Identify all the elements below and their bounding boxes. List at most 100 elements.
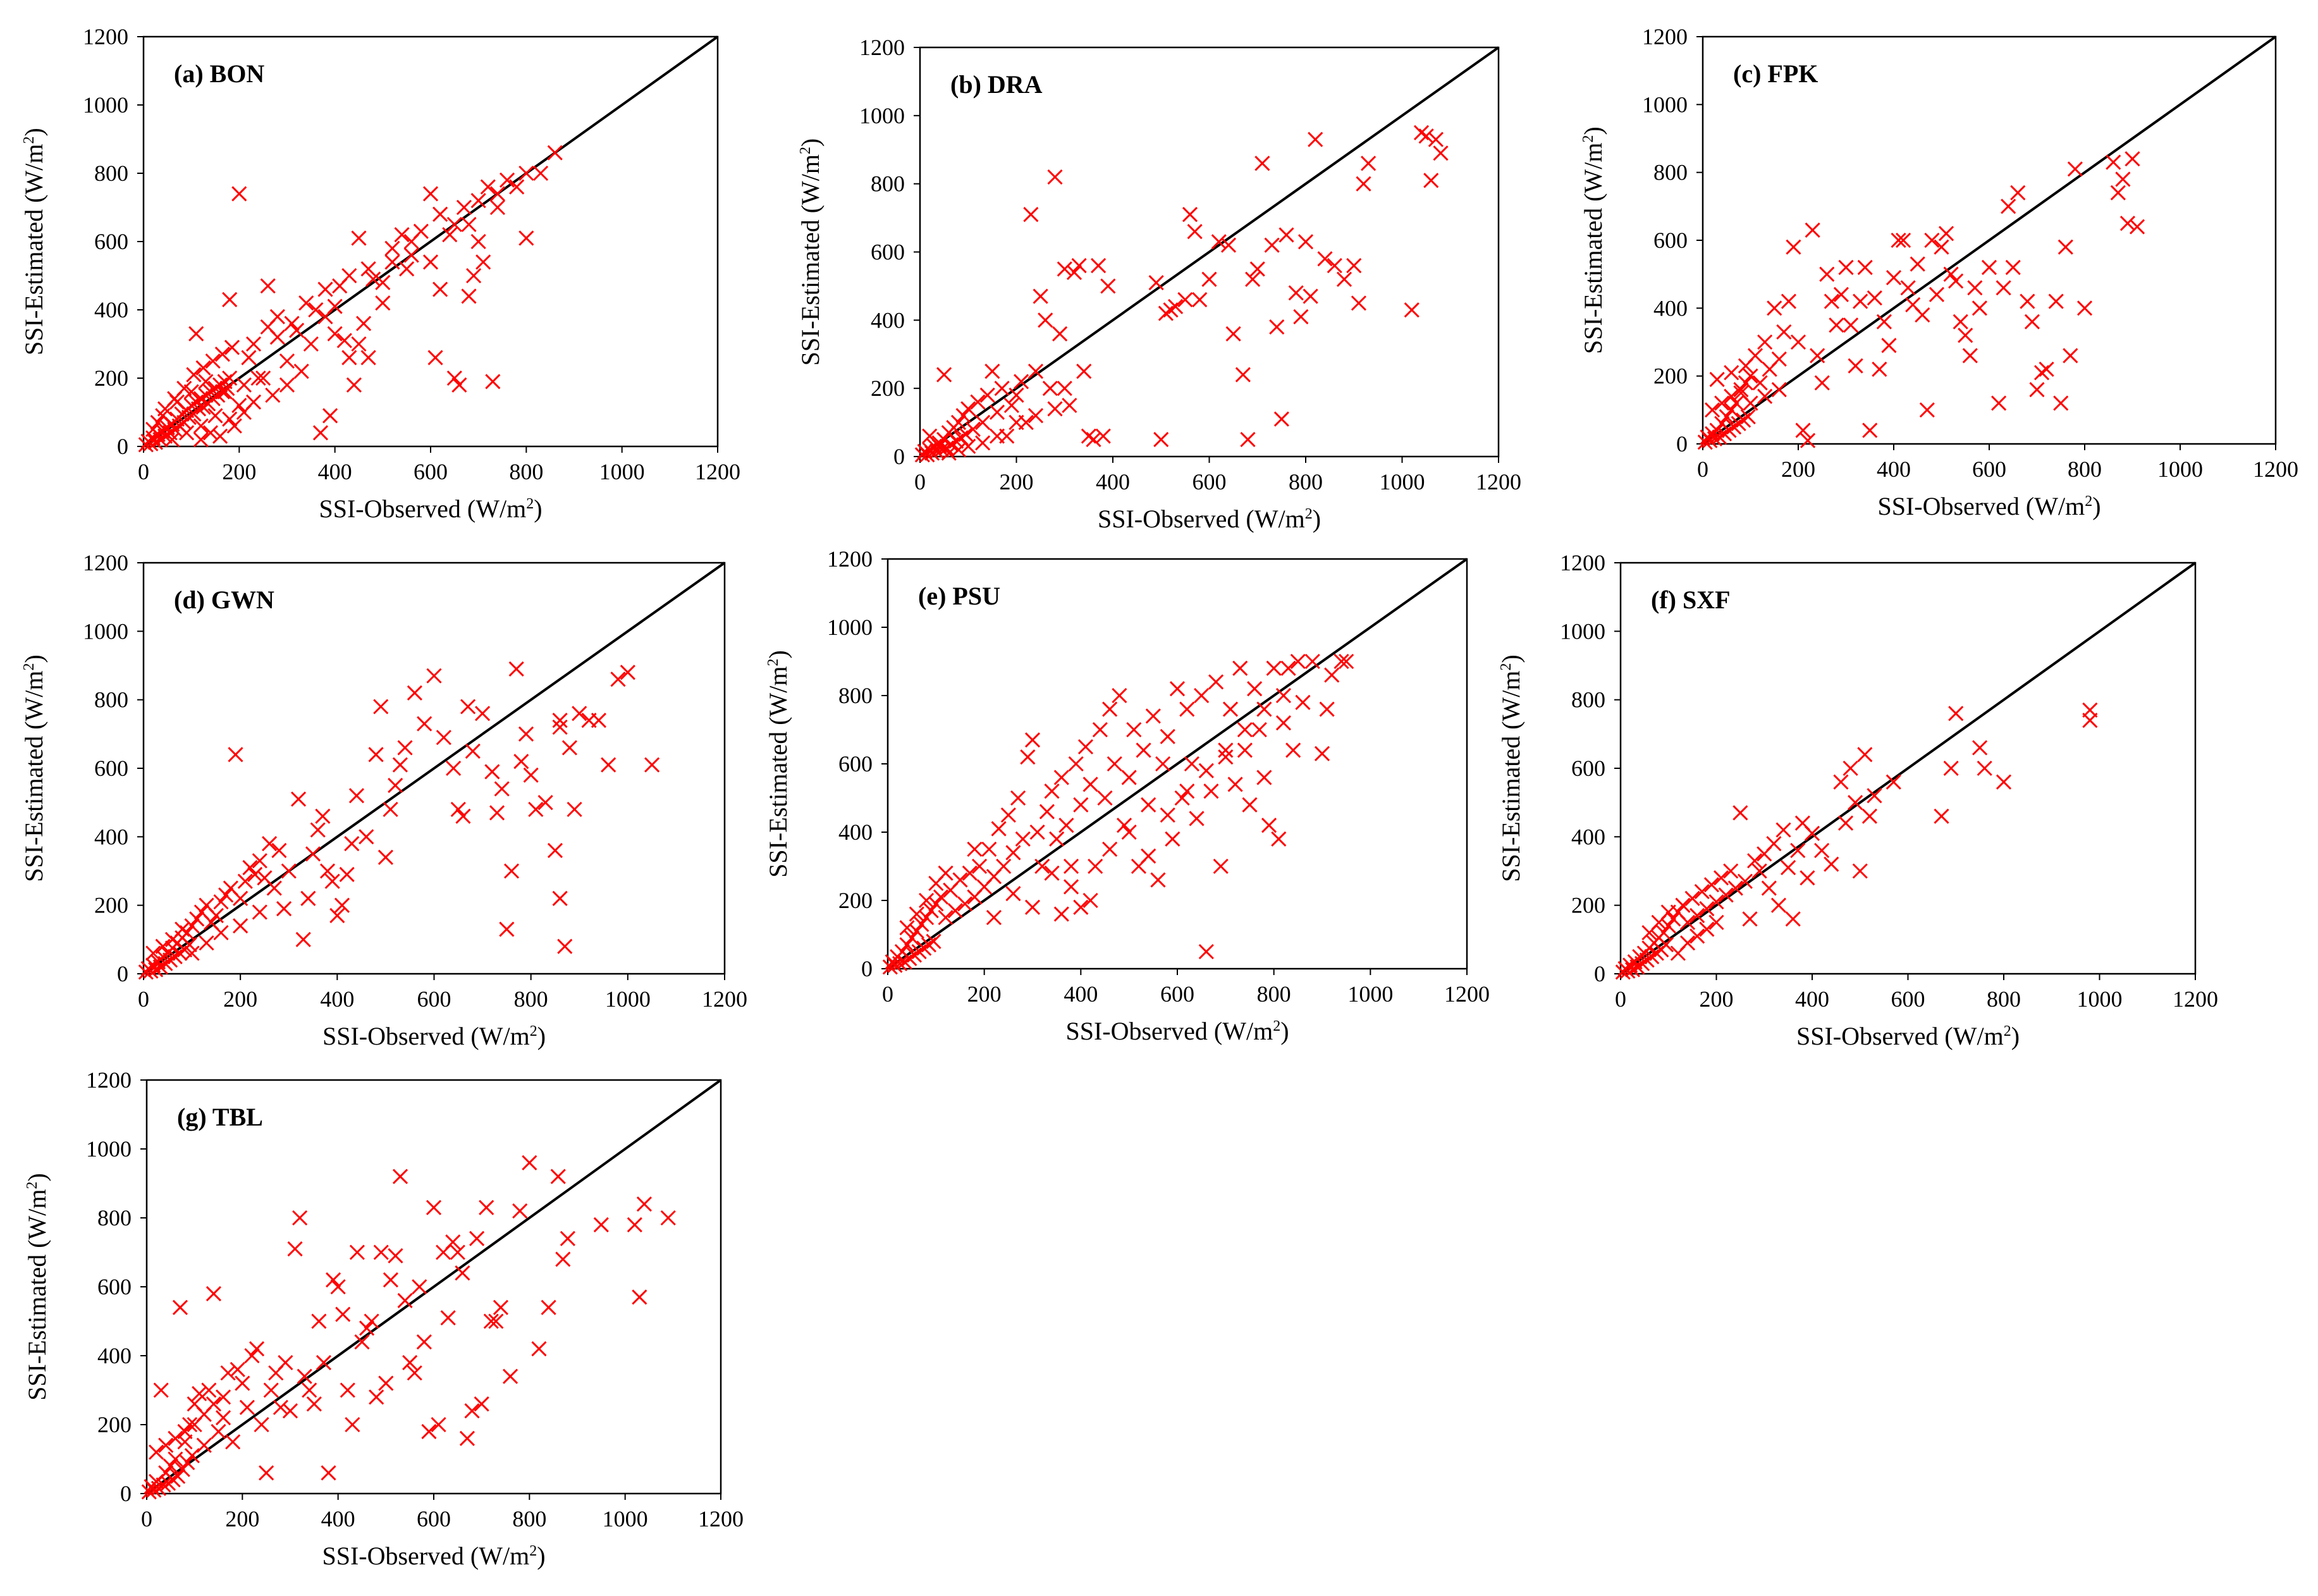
data-point [1000, 807, 1016, 823]
data-point [1288, 285, 1304, 301]
data-point [1116, 818, 1132, 833]
data-point [950, 415, 967, 431]
data-point [572, 706, 587, 721]
data-point [446, 370, 462, 386]
data-point [1915, 307, 1930, 323]
y-tick-label: 0 [120, 1481, 132, 1506]
y-tick-label: 1200 [86, 1067, 132, 1093]
data-point [276, 901, 292, 917]
data-point [1896, 232, 1911, 249]
data-point [1900, 280, 1916, 296]
x-tick-label: 200 [225, 1506, 259, 1532]
data-point [1066, 264, 1082, 280]
chart-panel-b: 0 200 400 600 800 1000 1200 0 200 400 600 800 1000 12… [796, 35, 1521, 533]
y-tick-label: 0 [893, 444, 905, 469]
data-point [1073, 797, 1089, 813]
data-point [660, 1210, 676, 1226]
data-point [958, 426, 974, 443]
data-point [1699, 921, 1715, 937]
data-point [378, 1375, 394, 1391]
data-point [1351, 295, 1366, 311]
y-tick-label: 600 [94, 756, 128, 781]
x-tick-label: 200 [222, 459, 256, 484]
data-point [360, 261, 376, 277]
data-point [1179, 783, 1195, 799]
data-point [368, 747, 384, 763]
data-point [1718, 887, 1734, 903]
data-point [2010, 185, 2026, 200]
data-point [1218, 749, 1234, 765]
data-point [327, 326, 343, 341]
x-tick-label: 0 [141, 1506, 152, 1532]
data-point [225, 1434, 241, 1450]
data-point [365, 271, 381, 287]
data-point [180, 1454, 195, 1471]
y-tick-label: 200 [94, 365, 128, 391]
data-point [172, 1299, 188, 1315]
x-tick-label: 800 [514, 986, 548, 1012]
data-point [899, 937, 915, 953]
data-point [1962, 348, 1978, 364]
data-point [2024, 314, 2040, 329]
data-point [189, 911, 205, 927]
data-point [199, 935, 214, 951]
data-point [522, 1155, 537, 1170]
data-point [1814, 842, 1830, 859]
chart-panel-c: 0 200 400 600 800 1000 1200 0 200 400 600 800 1000 12… [1579, 24, 2298, 520]
data-point [293, 364, 309, 379]
data-point [1047, 169, 1063, 185]
data-point [344, 836, 360, 852]
data-point [1996, 774, 2012, 790]
chart-panel-f: 0 200 400 600 800 1000 1200 0 200 400 600 800 1000 12… [1497, 550, 2218, 1050]
data-point [2082, 702, 2098, 718]
data-point [1053, 906, 1069, 922]
data-point [339, 866, 355, 882]
data-point [211, 1423, 226, 1439]
data-point [455, 808, 471, 824]
data-point [996, 858, 1012, 875]
data-point [1068, 756, 1084, 772]
data-point [459, 1430, 475, 1446]
x-tick-label: 1200 [2253, 457, 2298, 482]
data-point [319, 863, 336, 879]
data-point [231, 398, 247, 414]
data-point [1747, 853, 1763, 869]
data-point [384, 240, 400, 256]
data-point [407, 685, 422, 701]
data-point [388, 1248, 403, 1264]
data-point [252, 853, 267, 869]
data-point [1211, 234, 1227, 250]
data-point [1996, 280, 2011, 296]
data-point [1010, 790, 1026, 806]
data-point [1242, 797, 1258, 813]
x-axis-title: SSI-Observed (W/m2) [322, 1022, 546, 1050]
data-point [1057, 261, 1072, 277]
data-point [190, 401, 207, 417]
data-point [1182, 207, 1198, 223]
data-point [1034, 858, 1050, 875]
y-tick-label: 400 [94, 824, 128, 849]
data-point [465, 743, 481, 759]
x-tick-label: 400 [1795, 986, 1829, 1012]
data-point [392, 1169, 408, 1184]
data-point [1165, 831, 1180, 847]
data-point [436, 730, 451, 746]
data-point [1269, 319, 1285, 335]
data-point [349, 1244, 365, 1260]
data-point [479, 1200, 494, 1215]
data-point [1770, 897, 1787, 913]
data-point [493, 1299, 508, 1315]
data-point [1184, 756, 1199, 772]
data-point [1044, 783, 1060, 799]
data-point [552, 890, 568, 906]
data-point [388, 778, 403, 794]
data-point [146, 1482, 162, 1498]
data-point [193, 418, 209, 434]
data-point [1169, 681, 1186, 697]
data-point [1020, 749, 1036, 765]
data-point [1724, 388, 1739, 404]
x-tick-label: 600 [414, 459, 448, 484]
data-point [909, 906, 924, 922]
data-point [1861, 808, 1877, 824]
data-point [1785, 911, 1801, 927]
